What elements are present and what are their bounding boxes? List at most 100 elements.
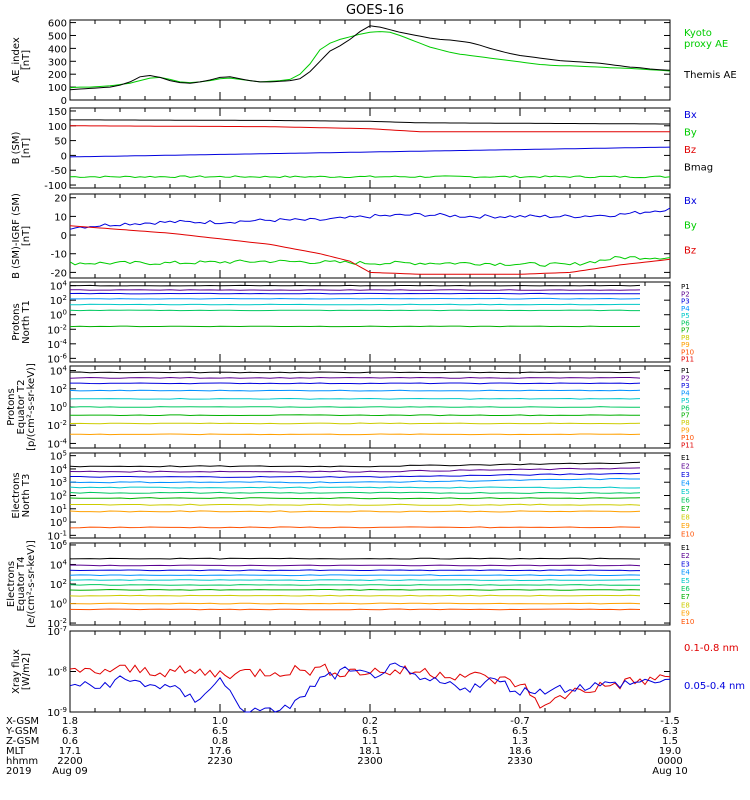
y-tick-label: 102 <box>50 383 67 396</box>
x-axis-value: 6.5 <box>362 726 378 737</box>
y-tick-label: 102 <box>50 294 67 307</box>
legend-label: E6 <box>681 497 690 505</box>
legend-label: P10 <box>681 348 694 356</box>
legend-label: P5 <box>681 397 690 405</box>
series-line-p1 <box>69 371 641 374</box>
y-tick-label: 100 <box>50 401 67 414</box>
series-line-p1 <box>70 284 641 287</box>
legend-label: E3 <box>681 471 690 479</box>
series-line-e6 <box>69 584 641 586</box>
legend-label: By <box>684 128 697 139</box>
legend-label: E9 <box>681 610 690 618</box>
legend-label: E2 <box>681 552 690 560</box>
legend-label: P11 <box>681 442 694 450</box>
series-line-e5 <box>69 579 641 582</box>
y-tick-label: 150 <box>48 107 67 118</box>
series-line-e6 <box>69 491 641 494</box>
series-line-e4 <box>69 574 641 577</box>
legend-label: E5 <box>681 577 690 585</box>
series-line-p6 <box>69 309 640 312</box>
x-axis-value: 17.6 <box>209 746 231 757</box>
x-axis-value: 6.3 <box>662 726 678 737</box>
legend-label: E3 <box>681 560 690 568</box>
legend-label: P9 <box>681 427 690 435</box>
x-axis-value: 6.5 <box>512 726 528 737</box>
y-tick-label: 10-4 <box>47 437 67 450</box>
x-axis-value: 6.5 <box>212 726 228 737</box>
y-axis-label: Protons <box>6 388 17 425</box>
legend-label: Themis AE <box>683 70 737 81</box>
legend-label: E4 <box>681 569 690 577</box>
y-tick-label: 10-4 <box>47 338 67 351</box>
series-line-e3 <box>69 569 641 572</box>
y-tick-label: 102 <box>50 490 67 503</box>
y-tick-label: 103 <box>50 476 67 489</box>
legend-label: 0.1-0.8 nm <box>684 643 739 654</box>
x-axis-row-label: 2019 <box>6 766 31 777</box>
series-line-p3 <box>70 382 641 385</box>
legend-label: P1 <box>681 367 690 375</box>
legend-label: E5 <box>681 488 690 496</box>
series-line-p5 <box>69 397 641 400</box>
legend-label: Bz <box>684 245 696 256</box>
y-axis-label: B (SM)-IGRF (SM) <box>11 193 22 279</box>
y-tick-label: 600 <box>48 19 67 30</box>
series-line-e1 <box>69 461 641 468</box>
y-tick-label: 300 <box>48 57 67 68</box>
legend-label: E9 <box>681 522 690 530</box>
legend-label: Kyoto <box>684 28 712 39</box>
y-axis-label: Equator T2 <box>16 380 27 435</box>
y-tick-label: 0 <box>61 231 67 242</box>
series-line-p3 <box>69 292 640 295</box>
series-line-e9 <box>69 510 641 513</box>
x-axis-value: 0000 <box>657 756 682 767</box>
series-line-p4 <box>70 297 641 300</box>
y-tick-label: 10-6 <box>47 352 67 365</box>
x-axis-value: 2230 <box>207 756 232 767</box>
legend-label: P8 <box>681 419 690 427</box>
y-tick-label: 100 <box>48 83 67 94</box>
x-axis-value: -1.5 <box>660 716 680 727</box>
series-line-e10 <box>69 526 641 529</box>
plot-frame <box>69 630 671 713</box>
y-tick-label: 104 <box>50 280 68 293</box>
y-axis-label: B (SM) <box>11 131 22 164</box>
x-axis-value: 18.1 <box>359 746 381 757</box>
series-line-p2 <box>69 289 641 291</box>
series-line-0-05-0-4-nm <box>69 662 671 713</box>
y-tick-label: 20 <box>54 194 67 205</box>
legend-label: E10 <box>681 618 694 626</box>
series-line-bx <box>69 207 671 230</box>
legend-label: By <box>684 221 697 232</box>
series-line-p9 <box>69 433 641 436</box>
series-line-p5 <box>70 303 640 306</box>
y-tick-label: 10-2 <box>47 323 67 336</box>
y-tick-label: 500 <box>48 31 67 42</box>
y-axis-label: Equator T4 <box>16 557 27 612</box>
x-axis-value: 1.1 <box>362 736 378 747</box>
y-axis-label: Protons <box>11 303 22 340</box>
y-tick-label: 0 <box>61 151 67 162</box>
y-tick-label: 10-2 <box>47 419 67 432</box>
series-line-e3 <box>70 472 641 478</box>
legend-label: P10 <box>681 434 694 442</box>
x-axis-value: 19.0 <box>659 746 681 757</box>
series-line-e9 <box>69 602 641 605</box>
legend-label: P3 <box>681 382 690 390</box>
x-axis-value: 1.8 <box>62 716 78 727</box>
y-tick-label: -50 <box>51 166 67 177</box>
legend-label: P6 <box>681 319 690 327</box>
series-line-by <box>69 175 671 179</box>
legend-label: P3 <box>681 298 690 306</box>
chart-title: GOES-16 <box>346 3 404 18</box>
y-tick-label: 200 <box>48 70 67 81</box>
legend-label: P11 <box>681 356 694 364</box>
series-line-p6 <box>69 406 640 408</box>
x-axis-value: 2330 <box>507 756 532 767</box>
y-tick-label: 50 <box>54 137 67 148</box>
series-line-0-1-0-8-nm <box>69 663 671 709</box>
y-tick-label: 100 <box>50 516 67 529</box>
